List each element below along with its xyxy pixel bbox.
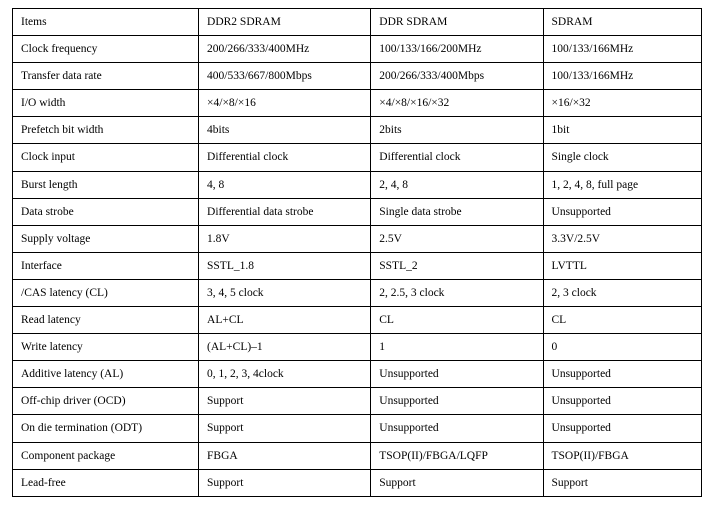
cell: FBGA: [199, 442, 371, 469]
row-label: Interface: [13, 252, 199, 279]
cell: LVTTL: [543, 252, 701, 279]
cell: ×4/×8/×16/×32: [371, 90, 543, 117]
row-label: Prefetch bit width: [13, 117, 199, 144]
cell: ×16/×32: [543, 90, 701, 117]
cell: 200/266/333/400MHz: [199, 36, 371, 63]
row-label: Supply voltage: [13, 225, 199, 252]
cell: TSOP(II)/FBGA: [543, 442, 701, 469]
cell: Unsupported: [543, 388, 701, 415]
cell: Differential clock: [371, 144, 543, 171]
table-row: Off-chip driver (OCD)SupportUnsupportedU…: [13, 388, 702, 415]
cell: (AL+CL)–1: [199, 334, 371, 361]
table-row: Read latencyAL+CLCLCL: [13, 307, 702, 334]
cell: 3.3V/2.5V: [543, 225, 701, 252]
cell: 4, 8: [199, 171, 371, 198]
cell: Unsupported: [371, 415, 543, 442]
cell: 400/533/667/800Mbps: [199, 63, 371, 90]
col-header: SDRAM: [543, 9, 701, 36]
cell: 2, 2.5, 3 clock: [371, 279, 543, 306]
row-label: /CAS latency (CL): [13, 279, 199, 306]
table-container: Items DDR2 SDRAM DDR SDRAM SDRAM Clock f…: [0, 0, 714, 505]
row-label: Burst length: [13, 171, 199, 198]
cell: Single clock: [543, 144, 701, 171]
comparison-table: Items DDR2 SDRAM DDR SDRAM SDRAM Clock f…: [12, 8, 702, 497]
cell: Support: [543, 469, 701, 496]
cell: 0: [543, 334, 701, 361]
row-label: Clock frequency: [13, 36, 199, 63]
row-label: Component package: [13, 442, 199, 469]
cell: Unsupported: [371, 388, 543, 415]
cell: 2, 3 clock: [543, 279, 701, 306]
table-row: Clock inputDifferential clockDifferentia…: [13, 144, 702, 171]
cell: 1bit: [543, 117, 701, 144]
col-header: DDR2 SDRAM: [199, 9, 371, 36]
row-label: Read latency: [13, 307, 199, 334]
cell: 2.5V: [371, 225, 543, 252]
row-label: Lead-free: [13, 469, 199, 496]
cell: ×4/×8/×16: [199, 90, 371, 117]
cell: 0, 1, 2, 3, 4clock: [199, 361, 371, 388]
table-row: Lead-freeSupportSupportSupport: [13, 469, 702, 496]
row-label: I/O width: [13, 90, 199, 117]
cell: 1, 2, 4, 8, full page: [543, 171, 701, 198]
cell: 200/266/333/400Mbps: [371, 63, 543, 90]
table-row: Supply voltage1.8V2.5V3.3V/2.5V: [13, 225, 702, 252]
row-label: On die termination (ODT): [13, 415, 199, 442]
cell: CL: [543, 307, 701, 334]
table-header-row: Items DDR2 SDRAM DDR SDRAM SDRAM: [13, 9, 702, 36]
row-label: Transfer data rate: [13, 63, 199, 90]
col-header: DDR SDRAM: [371, 9, 543, 36]
table-row: Data strobeDifferential data strobeSingl…: [13, 198, 702, 225]
row-label: Write latency: [13, 334, 199, 361]
cell: AL+CL: [199, 307, 371, 334]
cell: CL: [371, 307, 543, 334]
cell: 100/133/166MHz: [543, 36, 701, 63]
table-row: Component packageFBGATSOP(II)/FBGA/LQFPT…: [13, 442, 702, 469]
row-label: Off-chip driver (OCD): [13, 388, 199, 415]
cell: Unsupported: [371, 361, 543, 388]
cell: 100/133/166MHz: [543, 63, 701, 90]
cell: Support: [199, 415, 371, 442]
cell: 100/133/166/200MHz: [371, 36, 543, 63]
cell: SSTL_1.8: [199, 252, 371, 279]
table-body: Items DDR2 SDRAM DDR SDRAM SDRAM Clock f…: [13, 9, 702, 497]
cell: Unsupported: [543, 361, 701, 388]
table-row: On die termination (ODT)SupportUnsupport…: [13, 415, 702, 442]
col-header: Items: [13, 9, 199, 36]
cell: 2bits: [371, 117, 543, 144]
table-row: Additive latency (AL)0, 1, 2, 3, 4clockU…: [13, 361, 702, 388]
table-row: Burst length4, 82, 4, 81, 2, 4, 8, full …: [13, 171, 702, 198]
row-label: Additive latency (AL): [13, 361, 199, 388]
cell: Differential data strobe: [199, 198, 371, 225]
cell: Support: [199, 388, 371, 415]
table-row: Transfer data rate400/533/667/800Mbps200…: [13, 63, 702, 90]
row-label: Clock input: [13, 144, 199, 171]
row-label: Data strobe: [13, 198, 199, 225]
cell: 1.8V: [199, 225, 371, 252]
cell: 1: [371, 334, 543, 361]
cell: 2, 4, 8: [371, 171, 543, 198]
cell: Differential clock: [199, 144, 371, 171]
cell: 3, 4, 5 clock: [199, 279, 371, 306]
cell: Support: [199, 469, 371, 496]
cell: Single data strobe: [371, 198, 543, 225]
cell: TSOP(II)/FBGA/LQFP: [371, 442, 543, 469]
table-row: Clock frequency200/266/333/400MHz100/133…: [13, 36, 702, 63]
cell: Unsupported: [543, 198, 701, 225]
cell: SSTL_2: [371, 252, 543, 279]
table-row: InterfaceSSTL_1.8SSTL_2LVTTL: [13, 252, 702, 279]
cell: 4bits: [199, 117, 371, 144]
table-row: Prefetch bit width4bits2bits1bit: [13, 117, 702, 144]
table-row: Write latency(AL+CL)–110: [13, 334, 702, 361]
cell: Support: [371, 469, 543, 496]
table-row: /CAS latency (CL)3, 4, 5 clock2, 2.5, 3 …: [13, 279, 702, 306]
cell: Unsupported: [543, 415, 701, 442]
table-row: I/O width×4/×8/×16×4/×8/×16/×32×16/×32: [13, 90, 702, 117]
